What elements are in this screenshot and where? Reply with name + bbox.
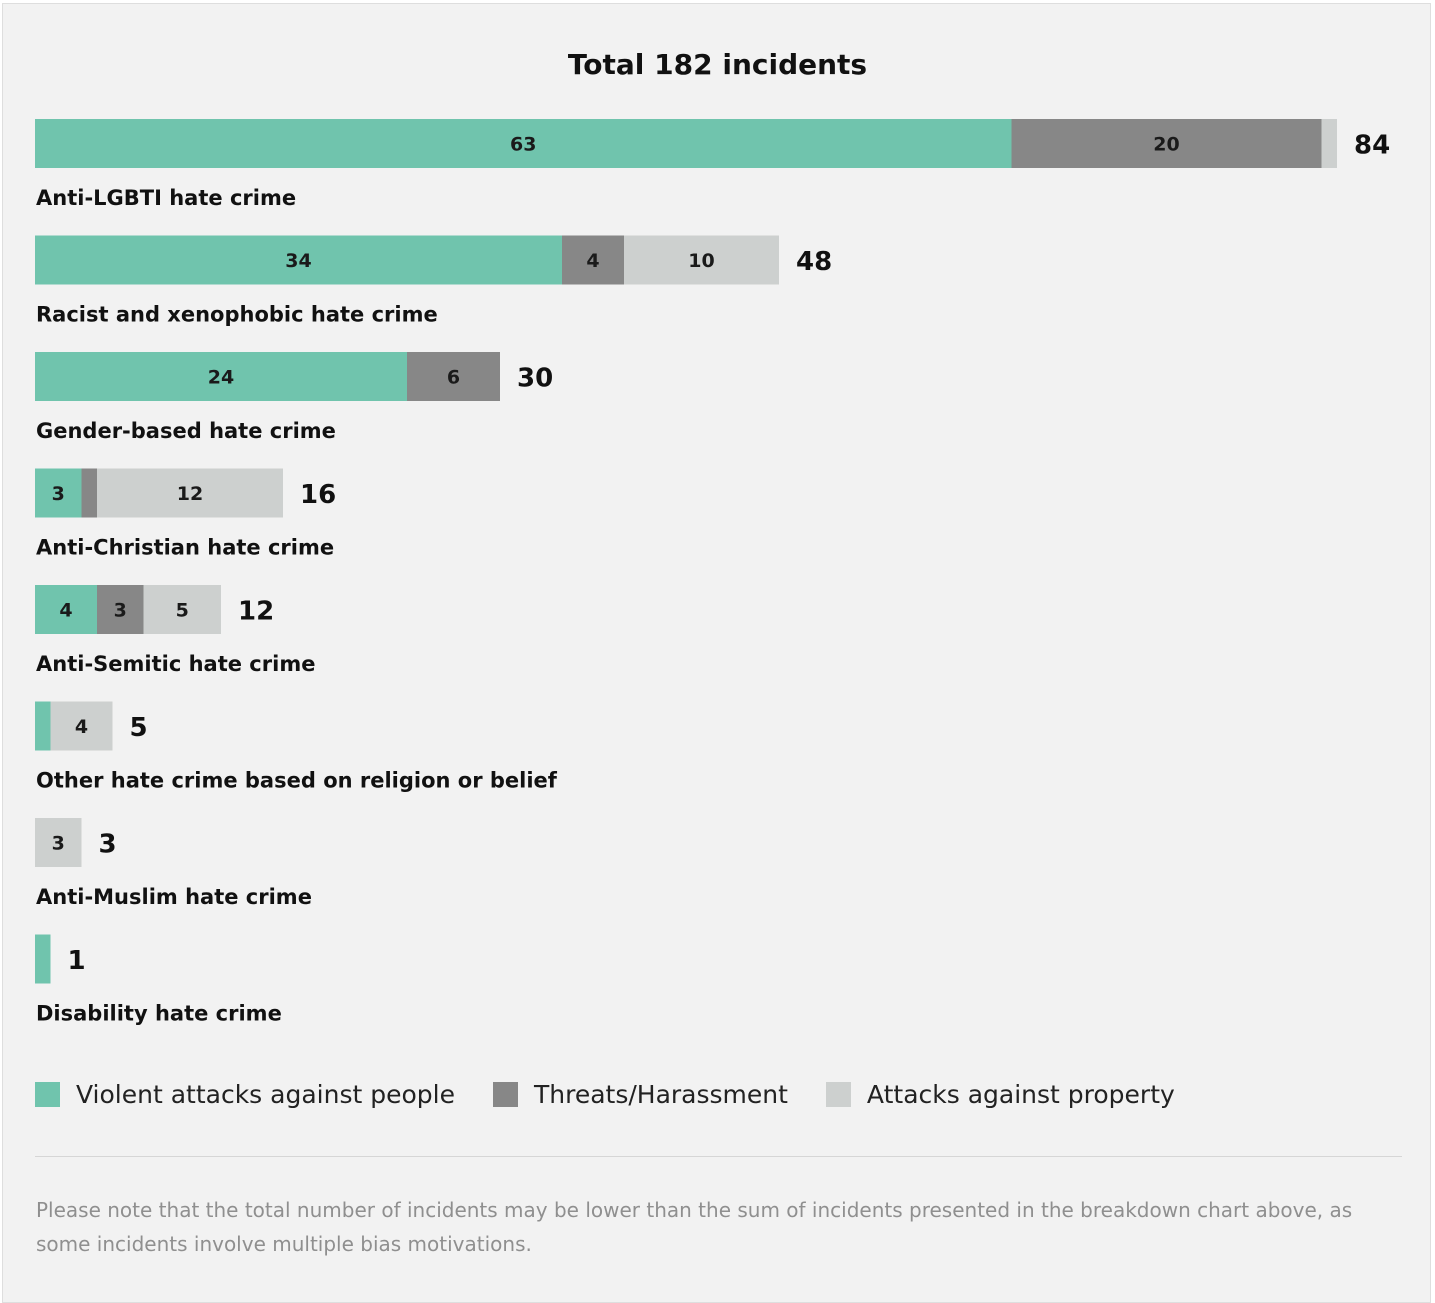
segment-value-label: 4: [59, 600, 72, 622]
segment-value-label: 10: [688, 250, 714, 272]
bar-segment-8-1: [35, 934, 51, 984]
legend-label-violent: Violent attacks against people: [76, 1080, 455, 1109]
bar-segment-5-1: [35, 585, 97, 634]
legend-swatch-property: [825, 1082, 851, 1107]
category-label: Anti-Christian hate crime: [36, 536, 334, 560]
bar-segment-7-3: [35, 818, 82, 867]
legend-swatch-violent: [35, 1082, 60, 1107]
category-label: Other hate crime based on religion or be…: [36, 769, 558, 793]
segment-value-label: 3: [52, 833, 65, 855]
segment-value-label: 6: [447, 367, 460, 389]
bar-segment-6-1: [35, 701, 51, 751]
legend-item-violent[interactable]: Violent attacks against people: [35, 1080, 455, 1109]
segment-value-label: 24: [208, 367, 234, 389]
bar-segment-4-3: [97, 468, 283, 518]
bar-total-label: 12: [238, 597, 274, 627]
segment-value-label: 3: [52, 483, 65, 505]
bar-total-label: 16: [300, 480, 336, 510]
legend-item-property[interactable]: Attacks against property: [825, 1080, 1175, 1109]
bar-total-label: 1: [68, 946, 86, 976]
segment-value-label: 4: [586, 250, 599, 272]
bar-segment-3-2: [407, 352, 500, 401]
bar-segment-6-3: [50, 701, 113, 751]
bar-segment-1-1: [35, 119, 1012, 168]
bar-segment-4-2: [81, 468, 97, 518]
footnote: Please note that the total number of inc…: [36, 1198, 1353, 1256]
category-label: Anti-Semitic hate crime: [36, 652, 315, 676]
bar-total-label: 5: [130, 713, 148, 743]
category-label: Anti-LGBTI hate crime: [36, 186, 296, 210]
bar-segment-2-2: [562, 235, 624, 285]
legend: Violent attacks against people Threats/H…: [35, 1080, 1213, 1109]
chart-title: Total 182 incidents: [567, 48, 868, 81]
category-label: Disability hate crime: [36, 1002, 282, 1026]
segment-value-label: 5: [176, 600, 189, 622]
category-label: Gender-based hate crime: [36, 419, 336, 443]
segment-value-label: 4: [75, 716, 88, 738]
bar-segment-5-3: [143, 585, 221, 634]
legend-label-threats: Threats/Harassment: [533, 1080, 788, 1109]
bar-segment-2-3: [624, 235, 779, 285]
bar-total-label: 48: [796, 247, 832, 277]
legend-label-property: Attacks against property: [866, 1080, 1175, 1109]
bar-segment-5-2: [97, 585, 144, 634]
category-label: Racist and xenophobic hate crime: [36, 303, 438, 327]
bar-segment-2-1: [35, 235, 562, 285]
chart-panel: [2, 3, 1431, 1303]
bar-total-label: 84: [1354, 131, 1390, 161]
bar-segment-4-1: [35, 468, 82, 518]
bar-segment-1-2: [1011, 119, 1322, 168]
segment-value-label: 12: [177, 483, 203, 505]
segment-value-label: 63: [510, 134, 536, 156]
segment-value-label: 34: [285, 250, 311, 272]
category-label: Anti-Muslim hate crime: [36, 885, 312, 909]
segment-value-label: 20: [1153, 134, 1179, 156]
divider: [35, 1156, 1402, 1157]
bar-segment-1-3: [1321, 119, 1337, 168]
segment-value-label: 3: [114, 600, 127, 622]
bar-total-label: 3: [99, 830, 117, 860]
bar-segment-3-1: [35, 352, 407, 401]
legend-swatch-threats: [492, 1082, 518, 1107]
legend-item-threats[interactable]: Threats/Harassment: [492, 1080, 788, 1109]
bar-total-label: 30: [517, 364, 553, 394]
